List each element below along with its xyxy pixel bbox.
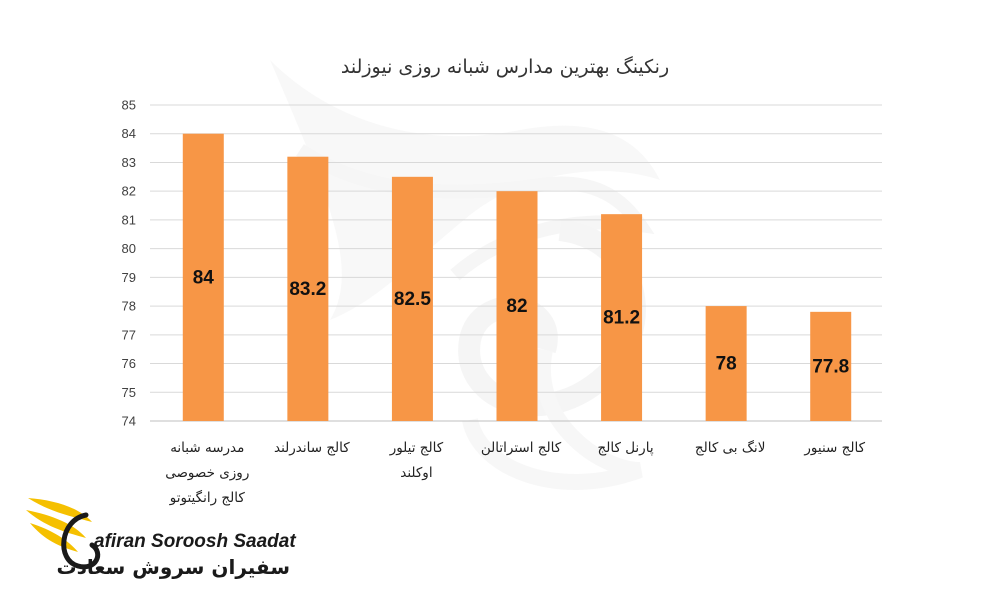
data-label: 81.2 [603, 308, 640, 329]
x-tick-label: کالج رانگیتوتو [169, 489, 246, 506]
x-tick-label: پارنل کالج [598, 440, 654, 456]
y-tick-label: 84 [122, 126, 136, 141]
x-tick-label: کالج سنیور [803, 440, 865, 456]
data-label: 82.5 [394, 289, 431, 310]
y-tick-label: 85 [122, 98, 136, 113]
chart-title: رنکینگ بهترین مدارس شبانه روزی نیوزلند [341, 56, 669, 78]
x-tick-label: روزی خصوصی [165, 465, 249, 481]
y-tick-label: 77 [122, 327, 136, 342]
bar [810, 311, 852, 421]
y-tick-label: 78 [122, 299, 136, 314]
bar [287, 156, 329, 421]
bar [182, 133, 224, 421]
y-tick-label: 75 [122, 385, 136, 400]
data-label: 77.8 [812, 356, 849, 377]
y-tick-label: 81 [122, 212, 136, 227]
x-tick-label: اوکلند [400, 465, 432, 481]
y-axis: 74 75 76 77 78 79 80 81 82 83 84 85 [122, 98, 136, 429]
y-tick-label: 74 [122, 414, 136, 429]
bar [391, 176, 433, 421]
data-label: 78 [716, 354, 737, 375]
x-tick-label: لانگ بی کالج [695, 440, 766, 456]
brand-name-persian: سفیران سروش سعادت [57, 555, 291, 579]
data-label: 83.2 [289, 279, 326, 300]
y-tick-label: 76 [122, 356, 136, 371]
x-tick-label: کالج ساندرلند [274, 440, 350, 456]
data-label: 82 [506, 296, 527, 317]
y-tick-label: 80 [122, 241, 136, 256]
y-tick-label: 79 [122, 270, 136, 285]
bar [601, 214, 643, 421]
x-axis: مدرسه شبانه روزی خصوصی کالج رانگیتوتو کالج … [165, 440, 865, 506]
logo: afiran Soroosh Saadat سفیران سروش سعادت [26, 498, 296, 579]
bar [705, 306, 747, 421]
brand-name-english: afiran Soroosh Saadat [94, 531, 296, 552]
y-tick-label: 82 [122, 184, 136, 199]
x-tick-label: مدرسه شبانه [170, 440, 244, 456]
y-tick-label: 83 [122, 155, 136, 170]
x-tick-label: کالج استراتالن [481, 440, 562, 456]
data-label: 84 [193, 267, 215, 288]
x-tick-label: کالج تیلور [389, 440, 444, 456]
bars: 84 83.2 82.5 82 81.2 78 77.8 [182, 133, 852, 421]
bar [496, 191, 538, 421]
golden-wing-icon [26, 498, 101, 570]
